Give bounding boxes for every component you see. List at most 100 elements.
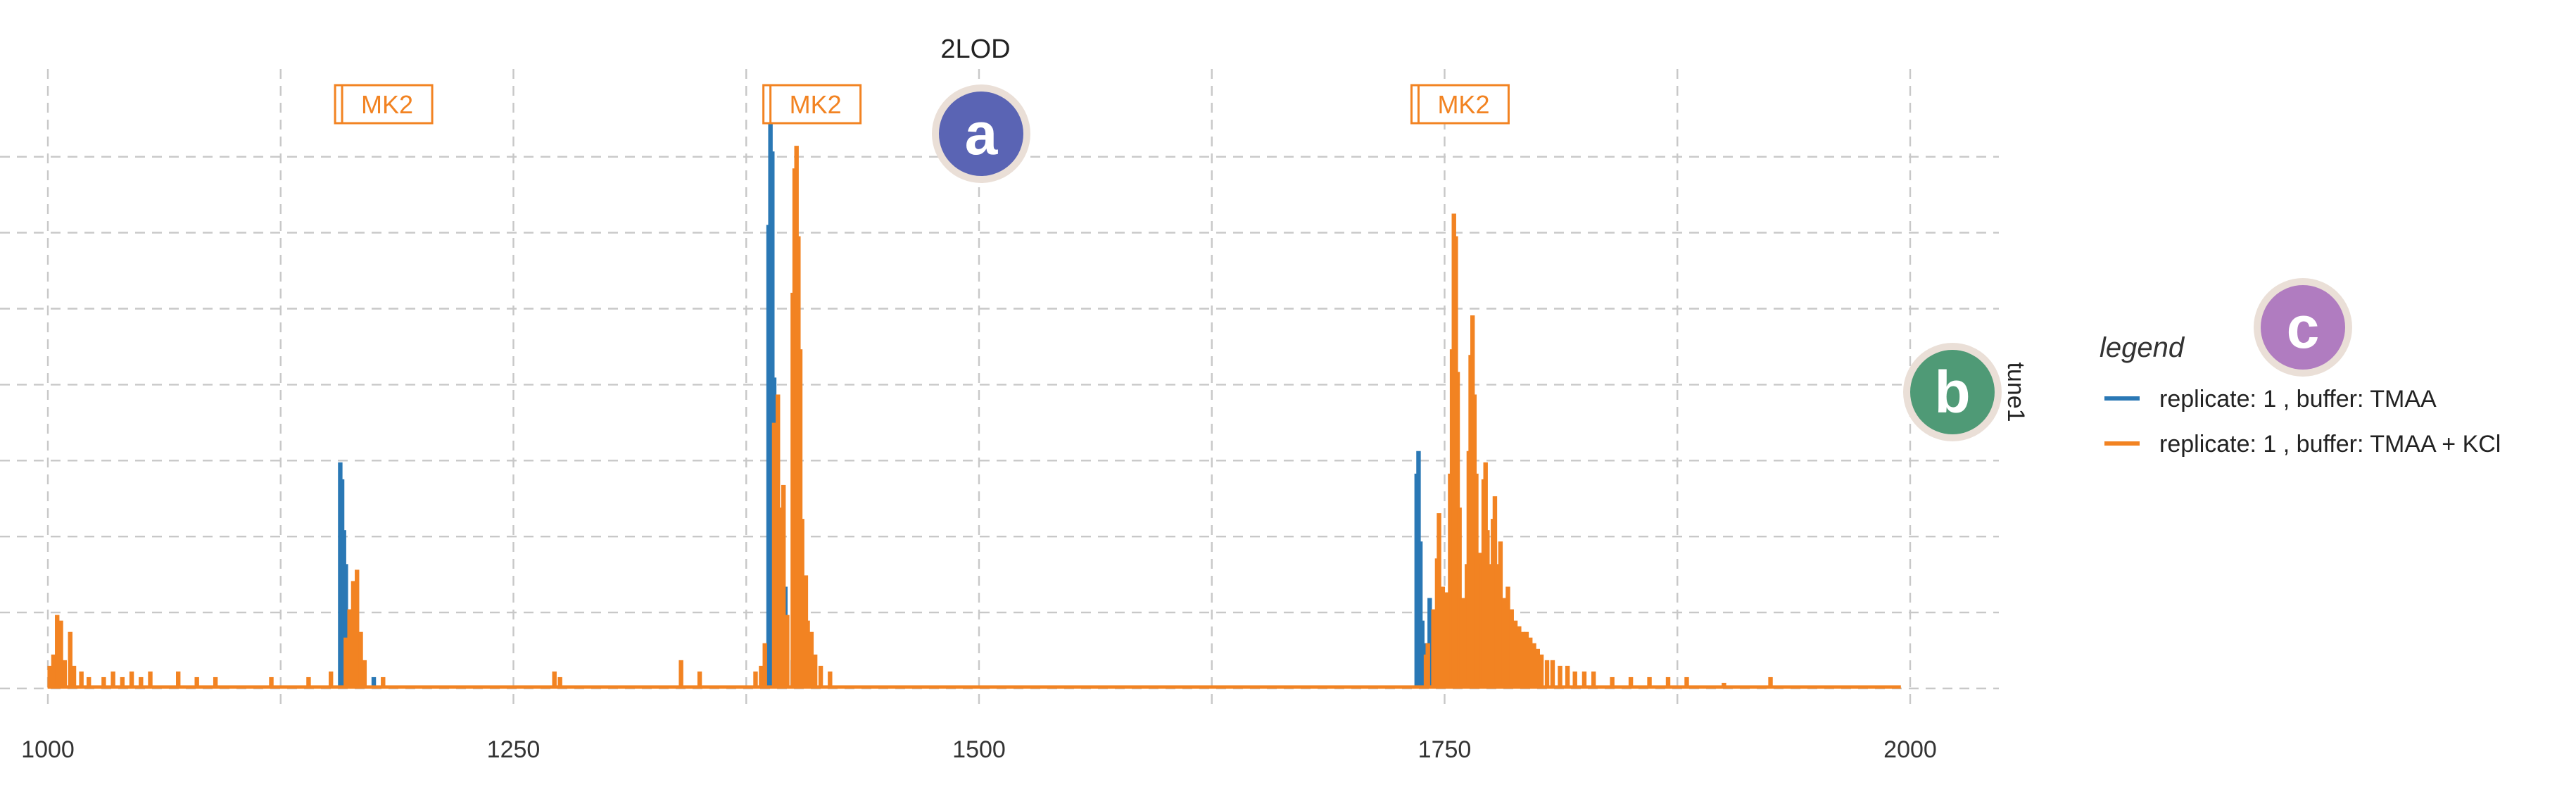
bar-tmaa-kcl (1565, 665, 1570, 688)
bar-tmaa-kcl (68, 631, 72, 688)
annotation-badge-c: c (2254, 278, 2352, 377)
peak-marker-box (341, 84, 434, 125)
badge-letter: a (965, 101, 999, 167)
bar-tmaa-kcl (1532, 643, 1536, 688)
bar-tmaa-kcl (120, 676, 125, 688)
peak-marker: MK2 (334, 84, 434, 125)
bar-tmaa-kcl (800, 519, 804, 688)
peak-marker-label: MK2 (790, 90, 842, 119)
peak-marker-label: MK2 (361, 90, 413, 119)
bar-tmaa-kcl (111, 671, 115, 688)
bar-tmaa-kcl (47, 665, 52, 688)
facet-strip-label: tune1 (2002, 362, 2029, 422)
bar-tmaa-kcl (381, 676, 386, 688)
bar-tmaa-kcl (51, 654, 56, 688)
bar-tmaa-kcl (129, 671, 134, 688)
bar-tmaa-kcl (1485, 530, 1490, 688)
bar-tmaa-kcl (777, 508, 783, 688)
legend-label: replicate: 1 , buffer: TMAA + KCl (2159, 431, 2501, 458)
bar-tmaa-kcl (1528, 637, 1533, 688)
bar-tmaa-kcl (351, 581, 356, 688)
bar-tmaa-kcl (62, 660, 68, 688)
bar-tmaa (371, 676, 377, 688)
x-tick-label: 1250 (487, 736, 541, 763)
bar-tmaa-kcl (194, 676, 199, 688)
bar-tmaa-kcl (139, 676, 144, 688)
bar-tmaa-kcl (785, 615, 790, 688)
bar-tmaa-kcl (355, 569, 360, 688)
bar-tmaa-kcl (1610, 676, 1615, 688)
bar-tmaa-kcl (1425, 643, 1430, 688)
peak-marker: MK2 (762, 84, 862, 125)
bar-tmaa-kcl (269, 676, 274, 688)
bar-tmaa-kcl (1558, 665, 1562, 688)
bar-tmaa-kcl (358, 631, 363, 688)
bar-tmaa (1418, 541, 1423, 688)
legend: legend replicate: 1 , buffer: TMAA replic… (2100, 332, 2501, 458)
badge-disc (939, 92, 1023, 176)
bar-tmaa-kcl (557, 676, 562, 688)
bar-tmaa-kcl (1550, 660, 1555, 688)
bar-tmaa-kcl (1665, 676, 1671, 688)
x-tick-label: 1500 (952, 736, 1006, 763)
peak-marker-box (1417, 84, 1510, 125)
badge-letter: c (2287, 294, 2320, 360)
bar-tmaa-kcl (1628, 676, 1634, 688)
bar-tmaa-kcl (762, 643, 767, 688)
annotation-badge-b: b (1903, 343, 2002, 441)
bar-tmaa-kcl (805, 620, 810, 688)
bar-tmaa-kcl (58, 620, 63, 688)
x-tick-label: 2000 (1883, 736, 1937, 763)
bar-tmaa-kcl (1591, 671, 1596, 688)
bar-tmaa-kcl (678, 660, 683, 688)
peak-markers: MK2 MK2 MK2 (334, 84, 1510, 125)
bar-tmaa-kcl (1474, 473, 1479, 688)
bar-tmaa-kcl (87, 676, 91, 688)
bar-tmaa-kcl (1513, 620, 1518, 688)
bar-tmaa-kcl (148, 671, 153, 688)
x-tick-label: 1750 (1418, 736, 1472, 763)
bar-tmaa-kcl (1494, 564, 1499, 688)
bar-tmaa-kcl (818, 665, 823, 688)
bar-tmaa-kcl (79, 671, 84, 688)
bar-tmaa-kcl (1535, 648, 1540, 688)
bar-tmaa-kcl (753, 671, 758, 688)
bar-tmaa-kcl (328, 671, 334, 688)
spectrum-bars (47, 123, 1773, 689)
annotation-badge-a: a (932, 84, 1030, 183)
bar-tmaa-kcl (1440, 586, 1446, 688)
bar-tmaa-kcl (343, 637, 348, 688)
bar-tmaa-kcl (1459, 598, 1464, 688)
bar-tmaa-kcl (781, 484, 786, 688)
bar-tmaa-kcl (1544, 660, 1550, 688)
bar-tmaa-kcl (306, 676, 311, 688)
bar-tmaa-kcl (1647, 676, 1652, 688)
bar-tmaa-kcl (809, 631, 814, 688)
bar-tmaa-kcl (1581, 671, 1587, 688)
bar-tmaa-kcl (101, 676, 106, 688)
bar-tmaa-kcl (1517, 626, 1522, 688)
bar-tmaa-kcl (1509, 609, 1514, 688)
peak-marker: MK2 (1410, 84, 1510, 125)
bar-tmaa (343, 564, 348, 688)
bar-tmaa-kcl (552, 671, 557, 688)
bar-tmaa-kcl (1539, 654, 1544, 688)
bar-tmaa-kcl (55, 615, 60, 688)
bar-tmaa (1420, 620, 1425, 688)
legend-title: legend (2100, 332, 2185, 363)
bar-tmaa-kcl (828, 671, 833, 688)
bar-tmaa-kcl (812, 654, 818, 688)
badge-disc (2261, 285, 2345, 370)
bar-tmaa-kcl (697, 671, 702, 688)
legend-label: replicate: 1 , buffer: TMAA (2159, 386, 2437, 413)
bar-tmaa-kcl (1444, 592, 1449, 688)
bar-tmaa-kcl (347, 609, 352, 688)
x-axis-ticks: 1000 1250 1500 1750 2000 (21, 736, 1937, 763)
bar-tmaa-kcl (362, 660, 367, 688)
bar-tmaa-kcl (1768, 676, 1773, 688)
bar-tmaa-kcl (71, 665, 77, 688)
badge-letter: b (1934, 359, 1970, 425)
bar-tmaa-kcl (1572, 671, 1577, 688)
bar-tmaa-kcl (1524, 631, 1529, 688)
